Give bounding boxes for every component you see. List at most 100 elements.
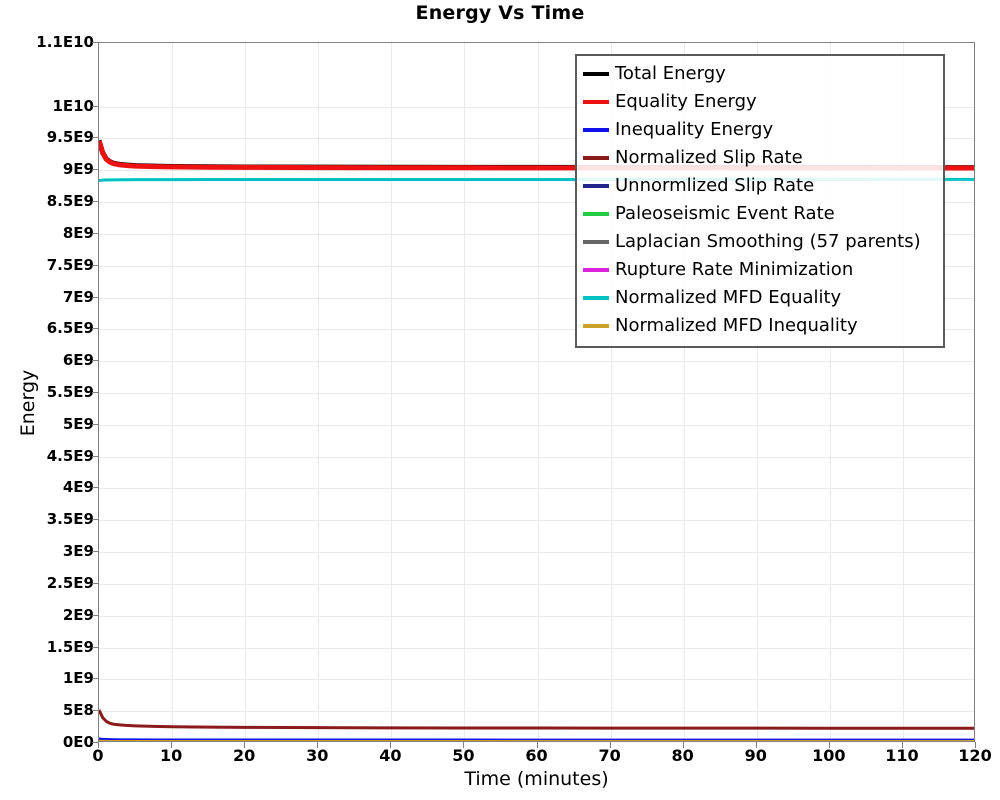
x-tick-mark xyxy=(683,742,684,748)
y-tick-label: 7E9 xyxy=(62,287,94,306)
legend-item[interactable]: Paleoseismic Event Rate xyxy=(583,200,937,228)
y-tick-label: 7.5E9 xyxy=(46,255,94,274)
legend-item-label: Normalized MFD Equality xyxy=(615,287,842,308)
y-tick-mark xyxy=(92,201,98,202)
gridline-horizontal xyxy=(99,616,974,617)
y-tick-label: 5E8 xyxy=(62,701,94,720)
x-tick-mark xyxy=(98,742,99,748)
gridline-horizontal xyxy=(99,584,974,585)
gridline-vertical xyxy=(611,43,612,741)
x-tick-label: 120 xyxy=(958,746,992,765)
legend-item[interactable]: Normalized MFD Inequality xyxy=(583,312,937,340)
series-line xyxy=(99,709,974,730)
y-tick-mark xyxy=(92,647,98,648)
gridline-horizontal xyxy=(99,520,974,521)
x-tick-label: 70 xyxy=(598,746,621,765)
legend-color-swatch xyxy=(583,128,609,132)
x-tick-mark xyxy=(390,742,391,748)
y-tick-mark xyxy=(92,169,98,170)
gridline-horizontal xyxy=(99,361,974,362)
gridline-horizontal xyxy=(99,170,974,171)
x-tick-mark xyxy=(975,742,976,748)
legend-item-label: Rupture Rate Minimization xyxy=(615,259,854,280)
legend-item[interactable]: Laplacian Smoothing (57 parents) xyxy=(583,228,937,256)
x-axis-label: Time (minutes) xyxy=(464,768,609,790)
x-tick-label: 30 xyxy=(306,746,329,765)
x-tick-mark xyxy=(463,742,464,748)
legend-item[interactable]: Unnormlized Slip Rate xyxy=(583,172,937,200)
x-tick-mark xyxy=(171,742,172,748)
x-tick-label: 100 xyxy=(812,746,846,765)
gridline-horizontal xyxy=(99,488,974,489)
y-tick-mark xyxy=(92,551,98,552)
gridline-horizontal xyxy=(99,234,974,235)
y-tick-mark xyxy=(92,42,98,43)
y-tick-mark xyxy=(92,233,98,234)
legend-item[interactable]: Normalized MFD Equality xyxy=(583,284,937,312)
y-tick-label: 6E9 xyxy=(62,351,94,370)
gridline-horizontal xyxy=(99,107,974,108)
legend-item[interactable]: Equality Energy xyxy=(583,88,937,116)
gridline-horizontal xyxy=(99,329,974,330)
y-tick-mark xyxy=(92,583,98,584)
y-tick-mark xyxy=(92,106,98,107)
chart-title: Energy Vs Time xyxy=(415,2,585,24)
y-tick-label: 1E10 xyxy=(52,96,94,115)
x-tick-mark xyxy=(610,742,611,748)
y-tick-label: 9.5E9 xyxy=(46,128,94,147)
gridline-vertical xyxy=(538,43,539,741)
y-tick-mark xyxy=(92,742,98,743)
chart-legend: Total Energy Equality Energy Inequality En… xyxy=(575,54,945,348)
x-tick-label: 40 xyxy=(379,746,402,765)
x-tick-mark xyxy=(317,742,318,748)
x-tick-mark xyxy=(244,742,245,748)
legend-item-label: Paleoseismic Event Rate xyxy=(615,203,835,224)
y-tick-label: 0E0 xyxy=(62,733,94,751)
y-tick-label: 3.5E9 xyxy=(46,510,94,529)
gridline-horizontal xyxy=(99,648,974,649)
y-tick-label: 4.5E9 xyxy=(46,446,94,465)
y-tick-label: 1E9 xyxy=(62,669,94,688)
y-tick-label: 2.5E9 xyxy=(46,573,94,592)
legend-item-label: Normalized MFD Inequality xyxy=(615,315,858,336)
x-tick-mark xyxy=(902,742,903,748)
y-tick-label: 5E9 xyxy=(62,414,94,433)
y-tick-mark xyxy=(92,137,98,138)
x-tick-mark xyxy=(756,742,757,748)
y-tick-label: 6.5E9 xyxy=(46,319,94,338)
gridline-horizontal xyxy=(99,457,974,458)
gridline-horizontal xyxy=(99,425,974,426)
y-tick-mark xyxy=(92,328,98,329)
legend-color-swatch xyxy=(583,296,609,300)
gridline-horizontal xyxy=(99,138,974,139)
legend-item-label: Unnormlized Slip Rate xyxy=(615,175,815,196)
gridline-horizontal xyxy=(99,298,974,299)
legend-item-label: Equality Energy xyxy=(615,91,757,112)
legend-color-swatch xyxy=(583,184,609,188)
series-line xyxy=(99,737,974,741)
y-tick-label: 9E9 xyxy=(62,160,94,179)
legend-item[interactable]: Rupture Rate Minimization xyxy=(583,256,937,284)
legend-item-label: Normalized Slip Rate xyxy=(615,147,803,168)
y-tick-mark xyxy=(92,392,98,393)
y-tick-mark xyxy=(92,360,98,361)
legend-item[interactable]: Normalized Slip Rate xyxy=(583,144,937,172)
y-tick-label: 3E9 xyxy=(62,542,94,561)
gridline-horizontal xyxy=(99,679,974,680)
x-tick-mark xyxy=(829,742,830,748)
y-tick-mark xyxy=(92,456,98,457)
gridline-horizontal xyxy=(99,393,974,394)
y-tick-label: 8E9 xyxy=(62,223,94,242)
legend-item[interactable]: Inequality Energy xyxy=(583,116,937,144)
y-tick-mark xyxy=(92,424,98,425)
legend-item-label: Total Energy xyxy=(615,63,726,84)
legend-color-swatch xyxy=(583,212,609,216)
gridline-vertical xyxy=(464,43,465,741)
y-tick-mark xyxy=(92,487,98,488)
y-tick-mark xyxy=(92,710,98,711)
legend-item[interactable]: Total Energy xyxy=(583,60,937,88)
x-tick-label: 50 xyxy=(452,746,475,765)
gridline-horizontal xyxy=(99,202,974,203)
x-tick-label: 0 xyxy=(92,746,104,765)
